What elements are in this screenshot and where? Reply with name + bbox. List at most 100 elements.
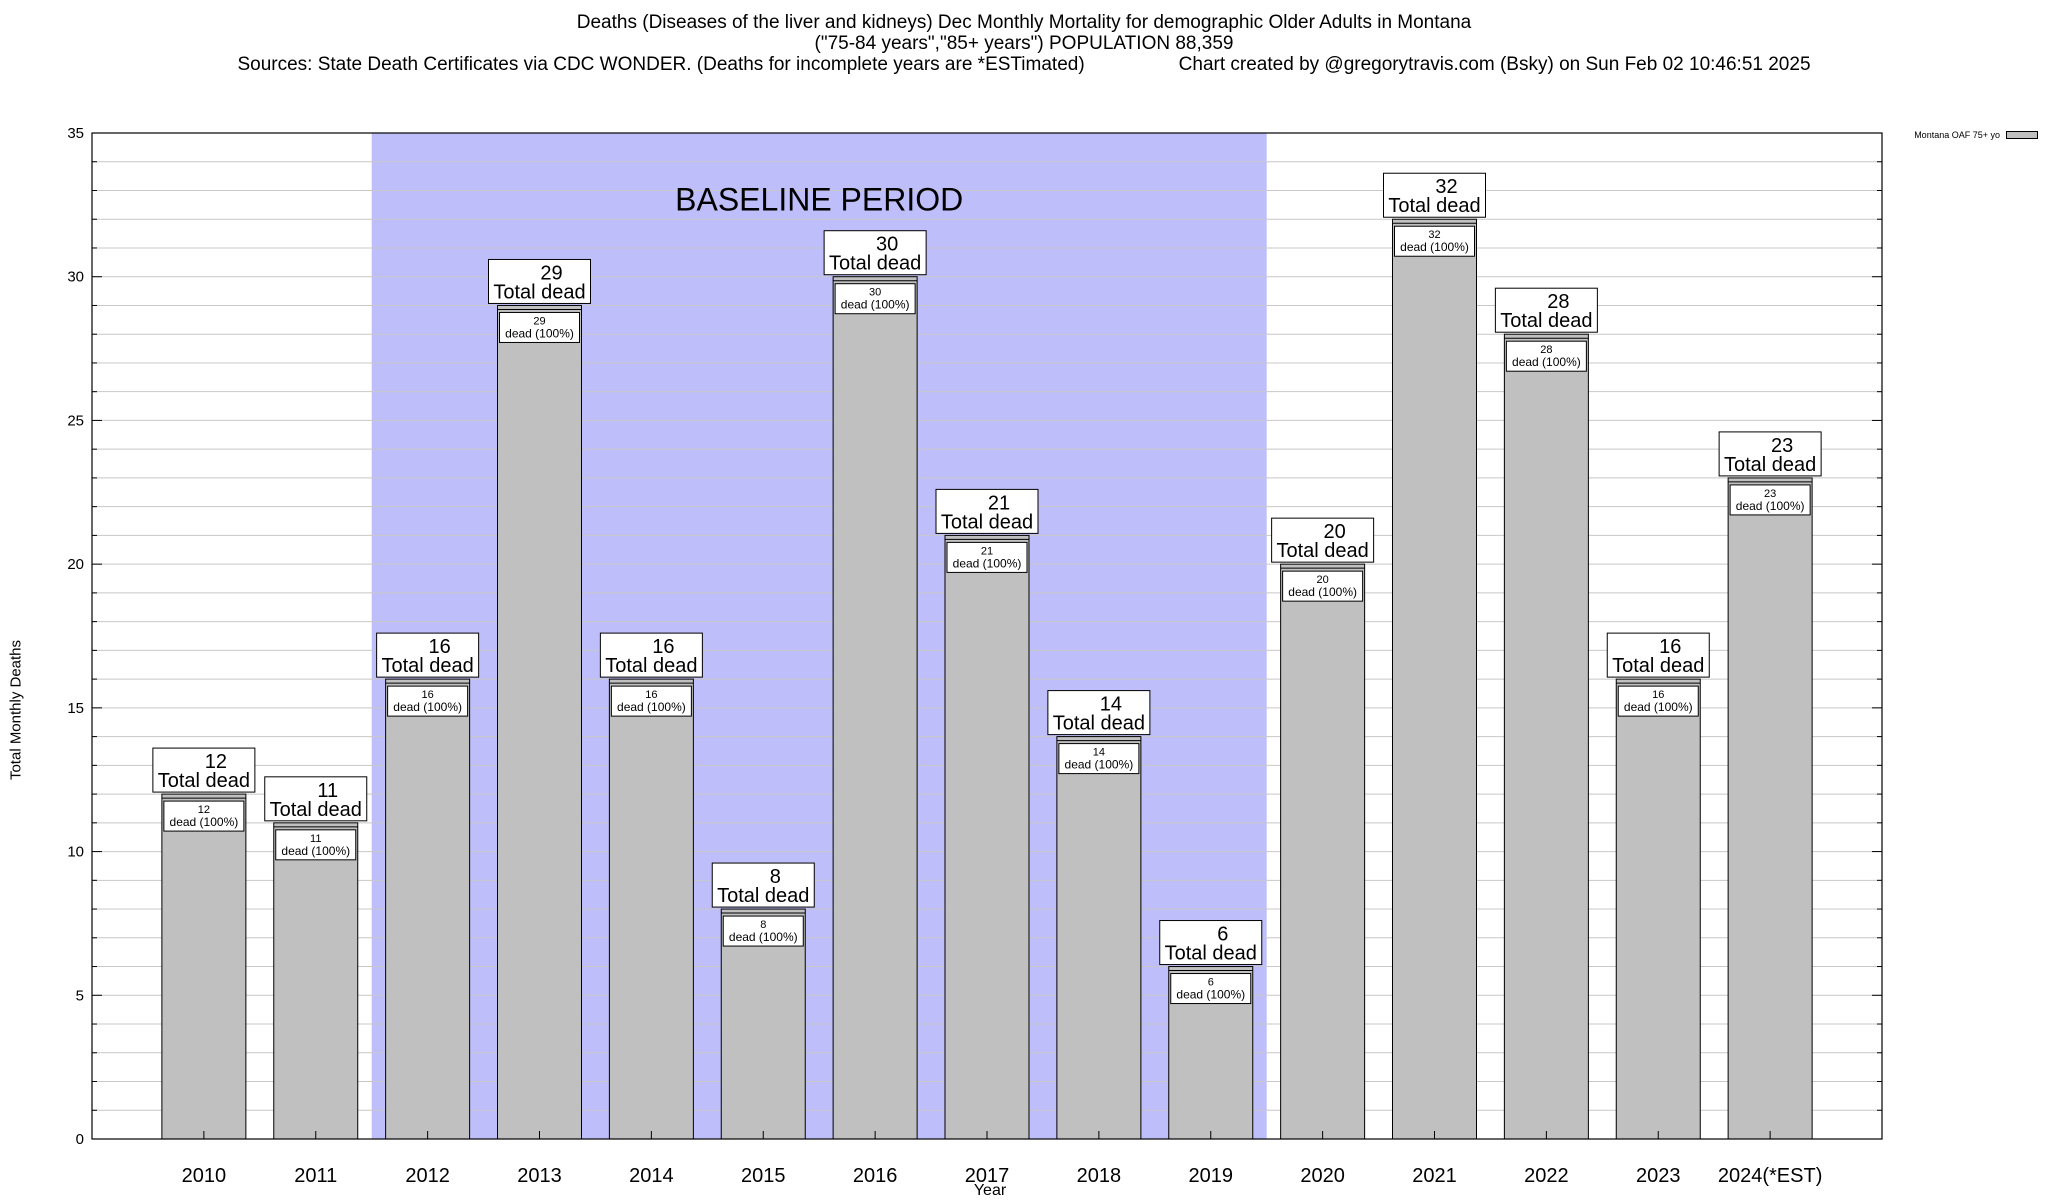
x-tick-label: 2024(*EST) — [1718, 1165, 1823, 1187]
top-label-box — [935, 488, 1039, 534]
top-value-label: 6 — [1217, 924, 1228, 946]
x-tick-label: 2012 — [405, 1165, 450, 1187]
bar — [273, 822, 359, 1140]
inner-dead-label: dead (100%) — [1065, 758, 1134, 772]
x-tick-label: 2017 — [965, 1165, 1010, 1187]
top-value-label: 16 — [652, 636, 674, 658]
chart-subtitle: ("75-84 years","85+ years") POPULATION 8… — [814, 33, 1234, 54]
x-tick-label: 2016 — [853, 1165, 898, 1187]
inner-value-label: 32 — [1428, 229, 1440, 241]
top-value-label: 20 — [1324, 521, 1346, 543]
top-total-label: Total dead — [158, 770, 250, 792]
chart-sources-line: Sources: State Death Certificates via CD… — [0, 54, 2048, 75]
y-tick-label: 20 — [67, 556, 84, 573]
bar — [944, 534, 1030, 1140]
top-total-label: Total dead — [1165, 943, 1257, 965]
y-tick-label: 10 — [67, 844, 84, 861]
x-tick-label: 2019 — [1189, 1165, 1234, 1187]
y-tick-label: 5 — [76, 987, 84, 1004]
inner-value-label: 16 — [422, 689, 434, 701]
top-label-box — [1718, 431, 1822, 477]
inner-dead-label: dead (100%) — [281, 844, 350, 858]
inner-label-box — [1282, 570, 1364, 602]
inner-dead-label: dead (100%) — [841, 298, 910, 312]
top-total-label: Total dead — [1276, 540, 1368, 562]
inner-value-label: 12 — [198, 804, 210, 816]
inner-label-box — [1505, 340, 1587, 372]
x-tick-label: 2014 — [629, 1165, 674, 1187]
top-label-box — [711, 862, 815, 908]
legend: Montana OAF 75+ yo — [1914, 130, 2038, 140]
chart-title: Deaths (Diseases of the liver and kidney… — [576, 12, 1472, 33]
bar — [161, 793, 247, 1140]
bar — [497, 304, 582, 1140]
inner-value-label: 11 — [310, 833, 321, 845]
top-value-label: 29 — [540, 262, 562, 284]
x-tick-label: 2011 — [294, 1165, 337, 1187]
x-tick-label: 2022 — [1524, 1165, 1569, 1187]
inner-value-label: 14 — [1093, 747, 1105, 759]
inner-dead-label: dead (100%) — [1400, 240, 1469, 254]
inner-label-box — [1170, 973, 1252, 1005]
top-value-label: 12 — [205, 751, 227, 773]
inner-value-label: 16 — [1652, 689, 1664, 701]
inner-value-label: 30 — [869, 287, 881, 299]
top-value-label: 30 — [876, 234, 898, 256]
y-tick-label: 0 — [76, 1131, 84, 1148]
top-value-label: 8 — [770, 866, 781, 888]
legend-label: Montana OAF 75+ yo — [1914, 130, 2000, 140]
inner-label-box — [610, 685, 692, 717]
inner-dead-label: dead (100%) — [1512, 355, 1581, 369]
inner-dead-label: dead (100%) — [393, 700, 462, 714]
top-label-box — [488, 258, 591, 304]
y-tick-label: 30 — [67, 269, 84, 286]
top-label-box — [1047, 690, 1151, 736]
x-tick-label: 2015 — [741, 1165, 786, 1187]
inner-value-label: 21 — [981, 545, 993, 557]
inner-dead-label: dead (100%) — [1736, 499, 1805, 513]
x-tick-label: 2020 — [1300, 1165, 1345, 1187]
inner-dead-label: dead (100%) — [505, 326, 574, 340]
bar — [385, 678, 471, 1140]
top-total-label: Total dead — [605, 655, 697, 677]
y-tick-label: 25 — [67, 412, 84, 429]
inner-dead-label: dead (100%) — [729, 930, 798, 944]
inner-label-box — [1394, 225, 1475, 257]
inner-label-box — [1617, 685, 1699, 717]
bar — [1056, 736, 1142, 1140]
top-total-label: Total dead — [1500, 310, 1592, 332]
bar — [832, 276, 918, 1140]
chart-sources: Sources: State Death Certificates via CD… — [237, 54, 1085, 75]
top-label-box — [1271, 517, 1375, 563]
top-total-label: Total dead — [381, 655, 473, 677]
x-tick-label: 2018 — [1077, 1165, 1122, 1187]
top-total-label: Total dead — [941, 511, 1033, 533]
top-total-label: Total dead — [1388, 195, 1480, 217]
inner-label-box — [275, 829, 357, 861]
chart-header: Deaths (Diseases of the liver and kidney… — [0, 12, 2048, 75]
top-total-label: Total dead — [1724, 454, 1816, 476]
bar — [1615, 678, 1701, 1140]
top-label-box — [1494, 287, 1598, 333]
inner-value-label: 28 — [1540, 344, 1552, 356]
top-label-box — [1383, 172, 1486, 218]
top-value-label: 11 — [317, 780, 338, 802]
inner-label-box — [834, 283, 916, 315]
inner-dead-label: dead (100%) — [953, 556, 1022, 570]
baseline-period-label: BASELINE PERIOD — [675, 182, 963, 218]
top-total-label: Total dead — [1053, 713, 1145, 735]
inner-label-box — [1729, 484, 1811, 516]
top-label-box — [599, 632, 703, 678]
inner-dead-label: dead (100%) — [170, 815, 239, 829]
top-value-label: 28 — [1547, 291, 1569, 313]
top-label-box — [376, 632, 480, 678]
inner-dead-label: dead (100%) — [1288, 585, 1357, 599]
y-tick-label: 15 — [67, 700, 84, 717]
top-label-box — [152, 747, 256, 793]
top-label-box — [1606, 632, 1710, 678]
inner-value-label: 6 — [1208, 977, 1214, 989]
inner-value-label: 8 — [760, 919, 766, 931]
